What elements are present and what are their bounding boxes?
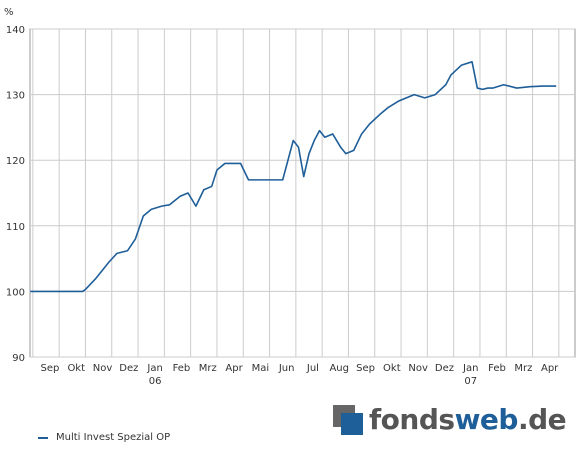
legend-swatch — [38, 436, 48, 439]
x-tick-label: Jan — [462, 363, 478, 374]
series-line — [30, 60, 557, 293]
logo-text: fondsweb.de — [369, 403, 567, 436]
x-tick-label: Mrz — [199, 363, 217, 374]
y-tick-label: 130 — [6, 91, 25, 102]
y-tick-label: 120 — [6, 156, 25, 167]
x-tick-label: Okt — [67, 363, 85, 374]
x-tick-label: Jan — [146, 363, 162, 374]
x-tick-label: Feb — [173, 363, 191, 374]
x-tick-label: Nov — [93, 363, 113, 374]
x-tick-label: Sep — [41, 363, 60, 374]
x-tick-label: Jul — [306, 363, 319, 374]
y-tick-label: 90 — [12, 353, 25, 364]
x-tick-label: Mrz — [514, 363, 532, 374]
y-tick-label: 100 — [6, 287, 25, 298]
grid — [29, 28, 576, 358]
x-year-label: 06 — [149, 376, 162, 387]
x-tick-label: Feb — [488, 363, 506, 374]
x-year-label: 07 — [464, 376, 477, 387]
x-tick-label: Dez — [119, 363, 138, 374]
axes: 90 100 110 120 130 140% Sep Okt Nov Dez Jan Feb Mrz A… — [4, 7, 559, 387]
legend-label: Multi Invest Spezial OP — [56, 432, 171, 443]
fondsweb-logo: fondsweb.de — [333, 403, 567, 436]
y-tick-label: 110 — [6, 222, 25, 233]
x-tick-label: Dez — [435, 363, 454, 374]
x-tick-label: Sep — [356, 363, 375, 374]
x-tick-label: Apr — [541, 363, 559, 374]
y-axis-label: % — [4, 7, 14, 18]
x-tick-label: Mai — [252, 363, 270, 374]
x-tick-label: Okt — [383, 363, 401, 374]
x-tick-label: Aug — [329, 363, 349, 374]
x-tick-label: Jun — [278, 363, 295, 374]
series-layer — [30, 60, 557, 293]
logo-mark-icon — [333, 404, 363, 435]
legend: Multi Invest Spezial OP — [38, 432, 170, 443]
x-tick-label: Apr — [225, 363, 243, 374]
x-tick-label: Nov — [408, 363, 428, 374]
y-tick-label: 140 — [6, 25, 25, 36]
